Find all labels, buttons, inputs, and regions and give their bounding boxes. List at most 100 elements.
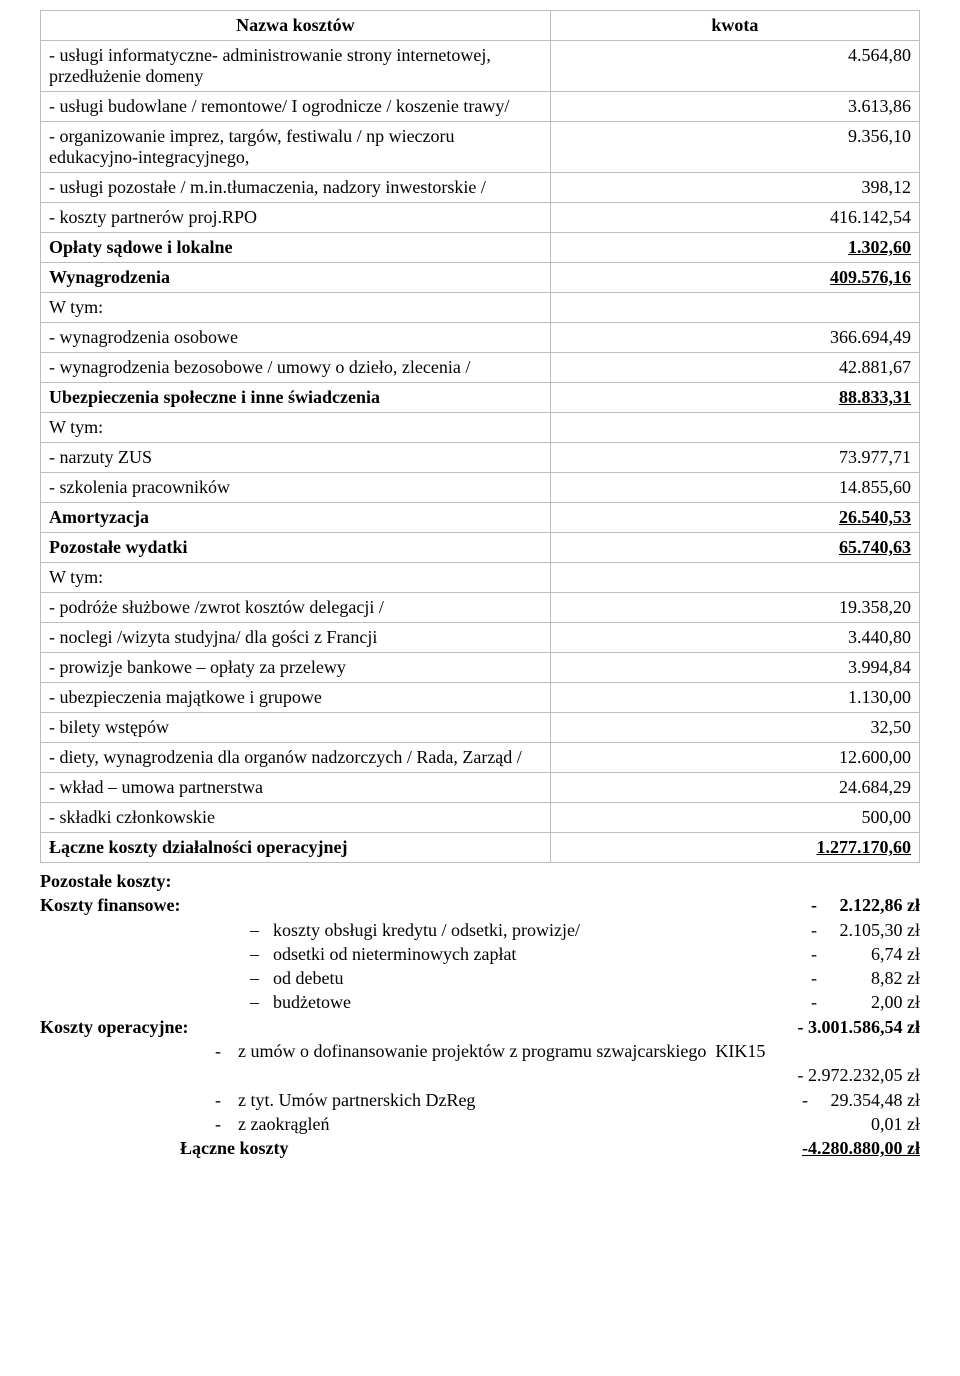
cost-name-cell: - usługi pozostałe / m.in.tłumaczenia, n… bbox=[41, 173, 551, 203]
table-row: - wynagrodzenia osobowe366.694,49 bbox=[41, 323, 920, 353]
cost-amount-cell: 1.130,00 bbox=[550, 683, 919, 713]
table-row: - noclegi /wizyta studyjna/ dla gości z … bbox=[41, 623, 920, 653]
cost-amount-cell: 65.740,63 bbox=[550, 533, 919, 563]
cost-name-cell: - wynagrodzenia bezosobowe / umowy o dzi… bbox=[41, 353, 551, 383]
table-body: - usługi informatyczne- administrowanie … bbox=[41, 41, 920, 863]
table-row: - ubezpieczenia majątkowe i grupowe1.130… bbox=[41, 683, 920, 713]
table-row: Pozostałe wydatki65.740,63 bbox=[41, 533, 920, 563]
cost-name-cell: W tym: bbox=[41, 413, 551, 443]
table-row: - prowizje bankowe – opłaty za przelewy3… bbox=[41, 653, 920, 683]
laczne-koszty-label: Łączne koszty bbox=[40, 1136, 288, 1160]
table-header-row: Nazwa kosztów kwota bbox=[41, 11, 920, 41]
koszty-operacyjne-row: Koszty operacyjne: - 3.001.586,54 zł bbox=[40, 1015, 920, 1039]
cost-name-cell: - usługi budowlane / remontowe/ I ogrodn… bbox=[41, 92, 551, 122]
cost-amount-cell: 24.684,29 bbox=[550, 773, 919, 803]
cost-name-cell: Łączne koszty działalności operacyjnej bbox=[41, 833, 551, 863]
cost-amount-cell: 9.356,10 bbox=[550, 122, 919, 173]
cost-name-cell: - bilety wstępów bbox=[41, 713, 551, 743]
fin-item-label: – odsetki od nieterminowych zapłat bbox=[40, 942, 516, 966]
cost-amount-cell: 26.540,53 bbox=[550, 503, 919, 533]
table-row: Amortyzacja26.540,53 bbox=[41, 503, 920, 533]
fin-item-value: - 2,00 zł bbox=[811, 990, 920, 1014]
fin-item-value: - 8,82 zł bbox=[811, 966, 920, 990]
cost-amount-cell bbox=[550, 563, 919, 593]
cost-amount-cell: 3.440,80 bbox=[550, 623, 919, 653]
table-row: - wkład – umowa partnerstwa24.684,29 bbox=[41, 773, 920, 803]
cost-name-cell: - składki członkowskie bbox=[41, 803, 551, 833]
cost-amount-cell: 398,12 bbox=[550, 173, 919, 203]
cost-name-cell: - prowizje bankowe – opłaty za przelewy bbox=[41, 653, 551, 683]
cost-name-cell: - wynagrodzenia osobowe bbox=[41, 323, 551, 353]
laczne-koszty-row: Łączne koszty -4.280.880,00 zł bbox=[40, 1136, 920, 1160]
cost-amount-cell bbox=[550, 413, 919, 443]
cost-amount-cell: 12.600,00 bbox=[550, 743, 919, 773]
koszty-finansowe-total: - 2.122,86 zł bbox=[811, 893, 920, 917]
list-item: – koszty obsługi kredytu / odsetki, prow… bbox=[40, 918, 920, 942]
cost-name-cell: W tym: bbox=[41, 563, 551, 593]
table-row: - usługi budowlane / remontowe/ I ogrodn… bbox=[41, 92, 920, 122]
table-row: - koszty partnerów proj.RPO416.142,54 bbox=[41, 203, 920, 233]
oper-item-label: - z umów o dofinansowanie projektów z pr… bbox=[40, 1039, 765, 1063]
table-row: - usługi informatyczne- administrowanie … bbox=[41, 41, 920, 92]
koszty-operacyjne-total: - 3.001.586,54 zł bbox=[798, 1015, 920, 1039]
cost-amount-cell: 88.833,31 bbox=[550, 383, 919, 413]
list-item: – od debetu - 8,82 zł bbox=[40, 966, 920, 990]
cost-name-cell: Wynagrodzenia bbox=[41, 263, 551, 293]
table-row: Łączne koszty działalności operacyjnej1.… bbox=[41, 833, 920, 863]
cost-amount-cell: 73.977,71 bbox=[550, 443, 919, 473]
table-row: W tym: bbox=[41, 563, 920, 593]
fin-items-list: – koszty obsługi kredytu / odsetki, prow… bbox=[40, 918, 920, 1015]
below-table-section: Pozostałe koszty: Koszty finansowe: - 2.… bbox=[40, 869, 920, 1161]
cost-amount-cell: 1.277.170,60 bbox=[550, 833, 919, 863]
cost-amount-cell: 32,50 bbox=[550, 713, 919, 743]
fin-item-label: – od debetu bbox=[40, 966, 343, 990]
koszty-finansowe-label: Koszty finansowe: bbox=[40, 893, 181, 917]
cost-amount-cell bbox=[550, 293, 919, 323]
oper-item-value: - 29.354,48 zł bbox=[802, 1088, 920, 1112]
list-item: - 2.972.232,05 zł bbox=[40, 1063, 920, 1087]
cost-amount-cell: 3.994,84 bbox=[550, 653, 919, 683]
laczne-koszty-value: -4.280.880,00 zł bbox=[802, 1136, 920, 1160]
cost-name-cell: - wkład – umowa partnerstwa bbox=[41, 773, 551, 803]
oper-item-value: - 2.972.232,05 zł bbox=[798, 1063, 920, 1087]
table-row: - bilety wstępów32,50 bbox=[41, 713, 920, 743]
oper-item-label: - z zaokrągleń bbox=[40, 1112, 329, 1136]
cost-name-cell: - diety, wynagrodzenia dla organów nadzo… bbox=[41, 743, 551, 773]
fin-item-label: – budżetowe bbox=[40, 990, 351, 1014]
header-name: Nazwa kosztów bbox=[41, 11, 551, 41]
table-row: - organizowanie imprez, targów, festiwal… bbox=[41, 122, 920, 173]
table-row: Opłaty sądowe i lokalne1.302,60 bbox=[41, 233, 920, 263]
list-item: – odsetki od nieterminowych zapłat - 6,74… bbox=[40, 942, 920, 966]
cost-name-cell: Pozostałe wydatki bbox=[41, 533, 551, 563]
pozostale-koszty-label: Pozostałe koszty: bbox=[40, 869, 171, 893]
fin-item-label: – koszty obsługi kredytu / odsetki, prow… bbox=[40, 918, 580, 942]
cost-name-cell: Ubezpieczenia społeczne i inne świadczen… bbox=[41, 383, 551, 413]
table-row: W tym: bbox=[41, 413, 920, 443]
table-row: - usługi pozostałe / m.in.tłumaczenia, n… bbox=[41, 173, 920, 203]
cost-amount-cell: 409.576,16 bbox=[550, 263, 919, 293]
oper-item-label: - z tyt. Umów partnerskich DzReg bbox=[40, 1088, 475, 1112]
table-row: Ubezpieczenia społeczne i inne świadczen… bbox=[41, 383, 920, 413]
table-row: Wynagrodzenia409.576,16 bbox=[41, 263, 920, 293]
cost-name-cell: - noclegi /wizyta studyjna/ dla gości z … bbox=[41, 623, 551, 653]
table-row: - podróże służbowe /zwrot kosztów delega… bbox=[41, 593, 920, 623]
cost-name-cell: - organizowanie imprez, targów, festiwal… bbox=[41, 122, 551, 173]
koszty-operacyjne-label: Koszty operacyjne: bbox=[40, 1015, 188, 1039]
cost-table: Nazwa kosztów kwota - usługi informatycz… bbox=[40, 10, 920, 863]
table-row: - narzuty ZUS73.977,71 bbox=[41, 443, 920, 473]
fin-item-value: - 6,74 zł bbox=[811, 942, 920, 966]
pozostale-koszty-row: Pozostałe koszty: bbox=[40, 869, 920, 893]
cost-amount-cell: 366.694,49 bbox=[550, 323, 919, 353]
table-row: - wynagrodzenia bezosobowe / umowy o dzi… bbox=[41, 353, 920, 383]
fin-item-value: - 2.105,30 zł bbox=[811, 918, 920, 942]
cost-amount-cell: 19.358,20 bbox=[550, 593, 919, 623]
cost-name-cell: - podróże służbowe /zwrot kosztów delega… bbox=[41, 593, 551, 623]
table-row: W tym: bbox=[41, 293, 920, 323]
cost-name-cell: W tym: bbox=[41, 293, 551, 323]
table-row: - szkolenia pracowników14.855,60 bbox=[41, 473, 920, 503]
cost-amount-cell: 14.855,60 bbox=[550, 473, 919, 503]
cost-name-cell: - ubezpieczenia majątkowe i grupowe bbox=[41, 683, 551, 713]
oper-items-list: - z umów o dofinansowanie projektów z pr… bbox=[40, 1039, 920, 1136]
cost-amount-cell: 3.613,86 bbox=[550, 92, 919, 122]
table-row: - diety, wynagrodzenia dla organów nadzo… bbox=[41, 743, 920, 773]
